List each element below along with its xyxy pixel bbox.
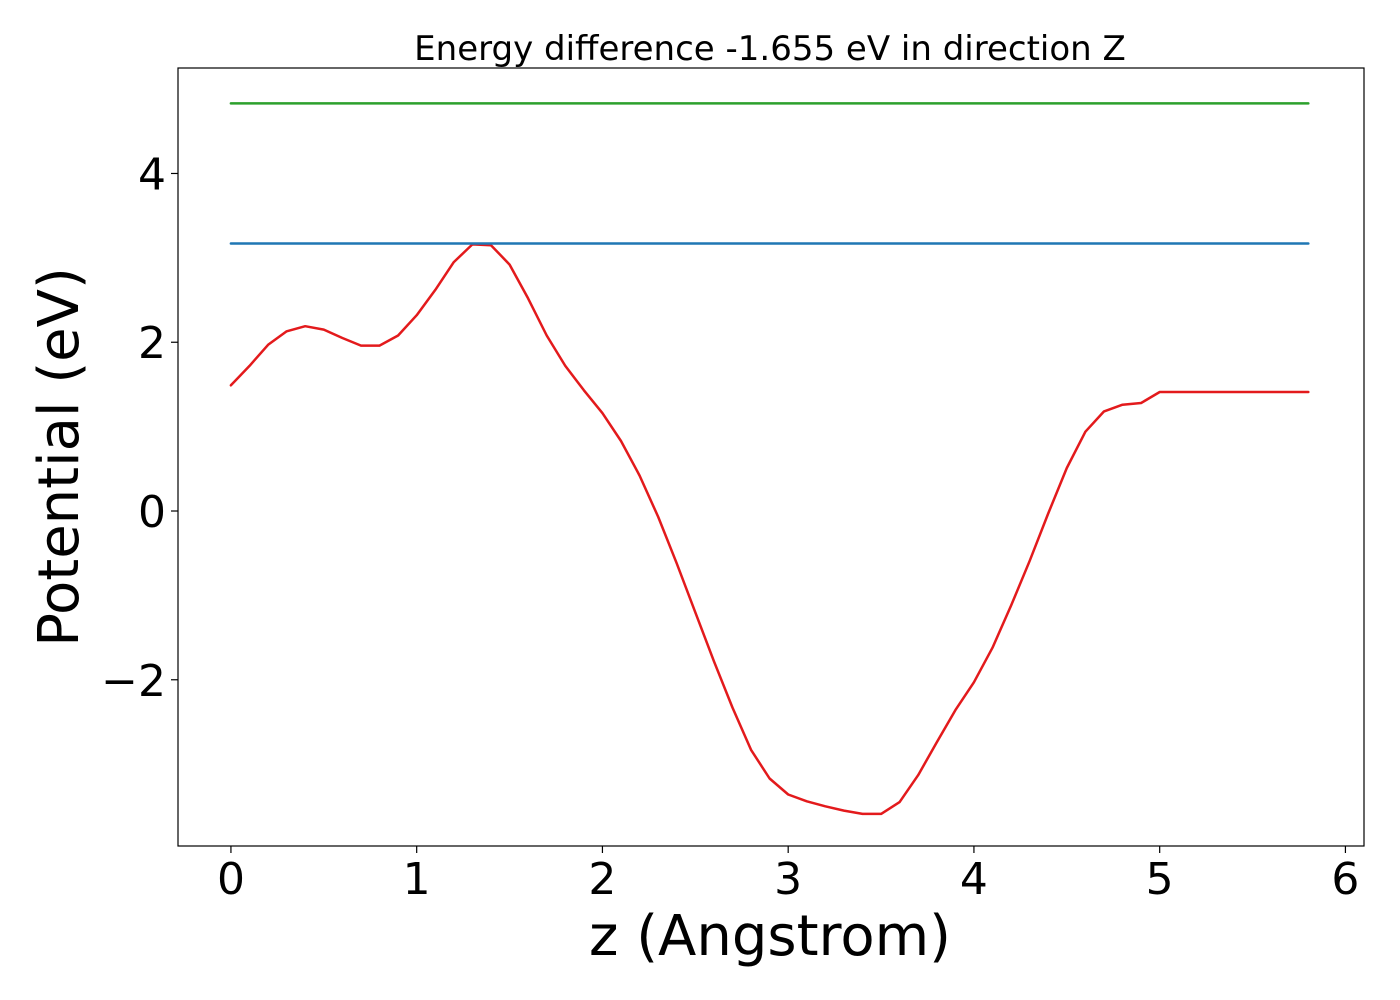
- x-tick-label: 2: [588, 854, 616, 905]
- x-tick-label: 5: [1146, 854, 1174, 905]
- plot-layer: [229, 102, 1310, 816]
- y-tick-label: −2: [101, 656, 166, 707]
- plot-frame: [177, 67, 1365, 847]
- chart-title: Energy difference -1.655 eV in direction…: [414, 29, 1126, 69]
- y-tick-label: 4: [138, 149, 166, 200]
- x-axis: 0 1 2 3 4 5 6: [217, 846, 1359, 905]
- x-tick-label: 0: [217, 854, 245, 905]
- y-tick-label: 2: [138, 318, 166, 369]
- x-tick-label: 1: [403, 854, 431, 905]
- x-tick-label: 3: [774, 854, 802, 905]
- y-axis: −2 0 2 4: [101, 149, 178, 707]
- y-tick-label: 0: [138, 487, 166, 538]
- y-axis-title: Potential (eV): [27, 267, 92, 647]
- x-axis-title: z (Angstrom): [589, 904, 951, 969]
- x-tick-label: 6: [1331, 854, 1359, 905]
- x-tick-label: 4: [960, 854, 988, 905]
- potential-curve: [229, 243, 1310, 816]
